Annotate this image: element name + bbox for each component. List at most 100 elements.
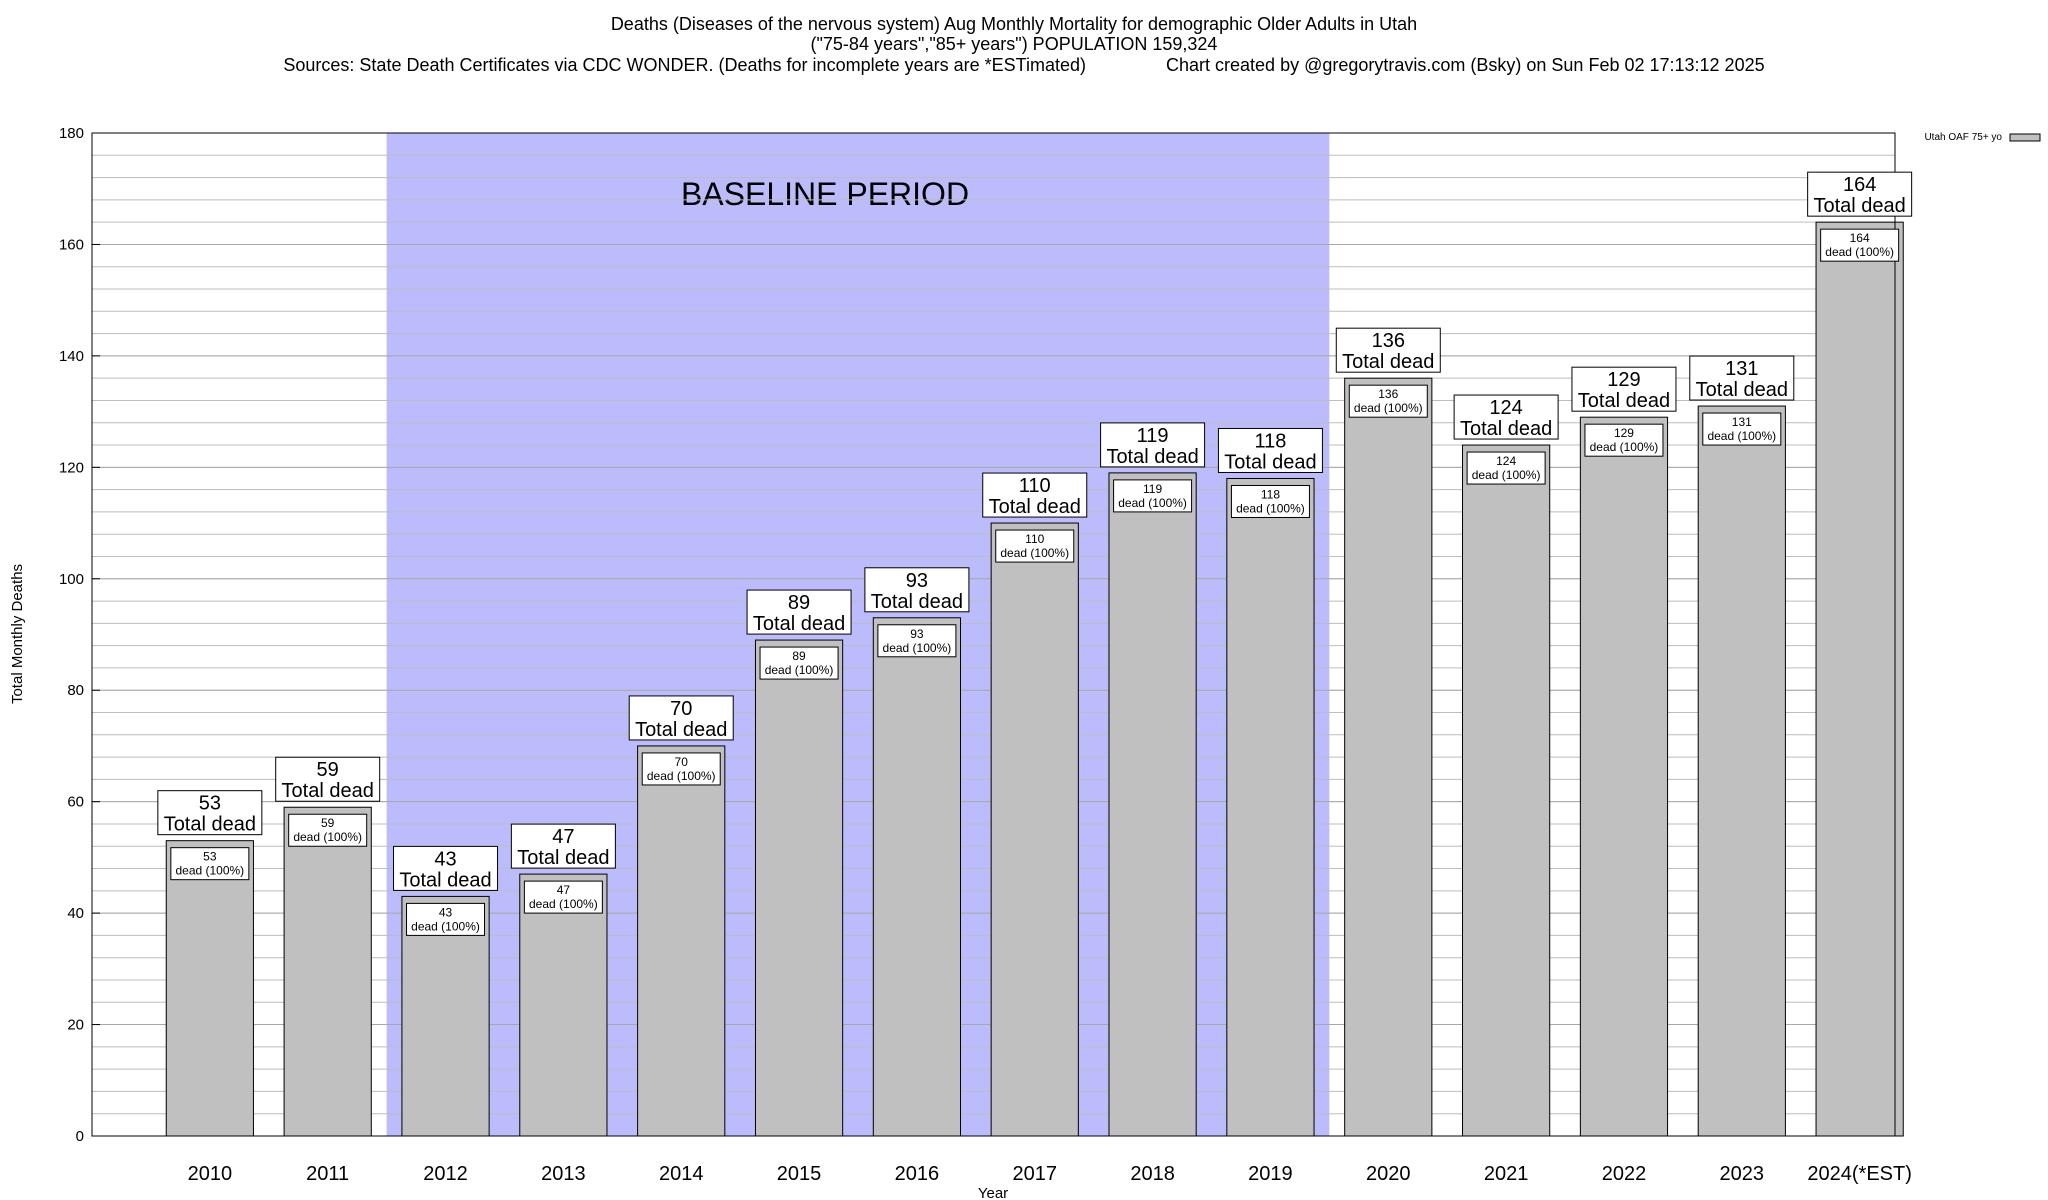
credit-text: Chart created by @gregorytravis.com (Bsk… — [1166, 55, 1765, 75]
top-label-box — [393, 845, 499, 891]
top-label-box — [1453, 394, 1559, 440]
inner-label-value: 70 — [675, 755, 689, 769]
x-tick-label: 2021 — [1484, 1163, 1529, 1185]
top-label-value: 110 — [1019, 475, 1051, 497]
inner-label-box — [641, 752, 721, 786]
inner-label-value: 59 — [321, 816, 335, 830]
inner-label-value: 47 — [557, 883, 571, 897]
top-label-box — [1335, 327, 1441, 373]
bar-2011 — [283, 806, 372, 1137]
top-label-text: Total dead — [1342, 351, 1434, 373]
top-label-value: 119 — [1137, 425, 1169, 447]
chart-titles: Deaths (Diseases of the nervous system) … — [0, 14, 2048, 76]
y-tick-label: 40 — [67, 905, 84, 922]
bar-2024(*EST) — [1815, 221, 1904, 1137]
inner-label-box — [877, 624, 957, 658]
inner-label-text: dead (100%) — [883, 641, 952, 655]
top-label-text: Total dead — [1696, 379, 1788, 401]
y-tick-label: 20 — [67, 1017, 84, 1034]
top-label-value: 136 — [1372, 330, 1405, 352]
x-tick-label: 2018 — [1130, 1163, 1175, 1185]
chart-sources-line: Sources: State Death Certificates via CD… — [0, 54, 2048, 76]
x-tick-label: 2023 — [1720, 1163, 1765, 1185]
top-label-box — [1689, 355, 1795, 401]
inner-label-value: 118 — [1261, 487, 1280, 501]
bar-2018 — [1108, 472, 1197, 1137]
inner-label-box — [1820, 228, 1900, 262]
chart-title: Deaths (Diseases of the nervous system) … — [610, 14, 1418, 34]
inner-label-box — [523, 880, 603, 914]
top-label-box — [864, 567, 970, 613]
y-tick-label: 0 — [76, 1128, 84, 1145]
bar-2015 — [754, 639, 844, 1137]
inner-label-value: 93 — [910, 627, 924, 641]
y-tick-label: 180 — [59, 125, 84, 142]
top-label-text: Total dead — [1578, 390, 1670, 412]
top-label-text: Total dead — [517, 847, 609, 869]
x-tick-label: 2015 — [777, 1163, 822, 1185]
top-label-value: 59 — [317, 759, 339, 781]
chart-subtitle: ("75-84 years","85+ years") POPULATION 1… — [810, 34, 1218, 54]
top-label-value: 93 — [906, 570, 928, 592]
inner-label-text: dead (100%) — [1707, 429, 1776, 443]
inner-label-text: dead (100%) — [293, 830, 362, 844]
top-label-text: Total dead — [871, 591, 963, 613]
bar-2017 — [990, 522, 1079, 1137]
top-label-text: Total dead — [1460, 418, 1552, 440]
inner-label-box — [1584, 423, 1664, 457]
top-label-value: 89 — [788, 592, 810, 614]
inner-label-box — [759, 646, 839, 680]
inner-label-box — [995, 529, 1075, 563]
inner-label-text: dead (100%) — [175, 864, 244, 878]
bar-2013 — [519, 873, 608, 1137]
bar-2019 — [1226, 477, 1315, 1137]
inner-label-text: dead (100%) — [1825, 245, 1894, 259]
x-tick-label: 2017 — [1012, 1163, 1057, 1185]
inner-label-box — [1230, 484, 1310, 518]
top-label-text: Total dead — [164, 814, 256, 836]
inner-label-box — [1348, 384, 1428, 418]
top-label-box — [1807, 171, 1913, 217]
inner-label-value: 89 — [792, 649, 806, 663]
top-label-text: Total dead — [399, 869, 491, 891]
top-label-value: 129 — [1607, 369, 1640, 391]
bar-2014 — [637, 745, 726, 1137]
top-label-box — [746, 589, 852, 635]
inner-label-box — [406, 902, 486, 936]
top-label-box — [1100, 422, 1206, 468]
top-label-box — [982, 472, 1088, 518]
top-label-value: 164 — [1843, 174, 1876, 196]
inner-label-text: dead (100%) — [529, 897, 598, 911]
bar-2023 — [1697, 405, 1786, 1137]
inner-label-text: dead (100%) — [647, 769, 716, 783]
y-axis-label: Total Monthly Deaths — [9, 564, 26, 704]
inner-label-text: dead (100%) — [765, 663, 834, 677]
x-tick-label: 2012 — [423, 1163, 468, 1185]
inner-label-text: dead (100%) — [1118, 496, 1187, 510]
x-tick-label: 2019 — [1248, 1163, 1293, 1185]
top-label-text: Total dead — [635, 719, 727, 741]
y-tick-label: 80 — [67, 682, 84, 699]
inner-label-value: 110 — [1025, 532, 1044, 546]
bar-2020 — [1344, 377, 1433, 1137]
top-label-text: Total dead — [1813, 195, 1905, 217]
x-tick-label: 2014 — [659, 1163, 704, 1185]
inner-label-text: dead (100%) — [1590, 440, 1659, 454]
inner-label-value: 119 — [1143, 482, 1162, 496]
inner-label-value: 124 — [1496, 454, 1516, 468]
bar-2022 — [1579, 416, 1669, 1137]
inner-label-text: dead (100%) — [1000, 546, 1069, 560]
x-tick-label: 2013 — [541, 1163, 586, 1185]
inner-label-value: 53 — [203, 850, 217, 864]
x-tick-label: 2024(*EST) — [1807, 1163, 1912, 1185]
top-label-text: Total dead — [282, 780, 374, 802]
legend-swatch — [2009, 133, 2041, 142]
top-label-value: 124 — [1489, 397, 1522, 419]
bar-2012 — [401, 895, 490, 1137]
top-label-value: 43 — [434, 848, 456, 870]
inner-label-value: 129 — [1614, 426, 1634, 440]
bar-2021 — [1462, 444, 1551, 1137]
sources-text: Sources: State Death Certificates via CD… — [283, 55, 1086, 75]
inner-label-text: dead (100%) — [1472, 468, 1541, 482]
